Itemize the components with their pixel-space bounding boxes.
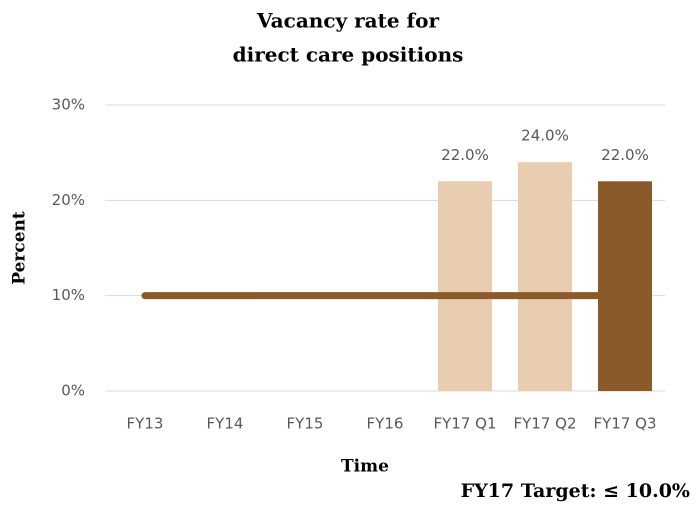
data-label: 24.0%	[521, 127, 569, 145]
x-tick-label: FY17 Q3	[594, 415, 657, 433]
y-axis-label: Percent	[10, 211, 30, 285]
x-tick-label: FY16	[367, 415, 404, 433]
x-tick-label: FY13	[127, 415, 164, 433]
y-tick-label: 0%	[61, 382, 85, 400]
annotation: FY17 Target: ≤ 10.0%	[461, 480, 690, 502]
bar	[518, 162, 572, 391]
chart-title: direct care positions	[233, 43, 464, 67]
bar	[438, 181, 492, 391]
y-tick-label: 10%	[52, 286, 85, 304]
y-tick-label: 30%	[52, 96, 85, 114]
x-tick-label: FY17 Q2	[514, 415, 577, 433]
bar	[598, 181, 652, 391]
x-tick-label: FY17 Q1	[434, 415, 497, 433]
x-tick-label: FY14	[207, 415, 244, 433]
chart-title: Vacancy rate for	[256, 9, 439, 33]
x-axis-label: Time	[341, 457, 389, 477]
data-label: 22.0%	[441, 146, 489, 164]
x-tick-label: FY15	[287, 415, 324, 433]
data-label: 22.0%	[601, 146, 649, 164]
y-tick-label: 20%	[52, 191, 85, 209]
